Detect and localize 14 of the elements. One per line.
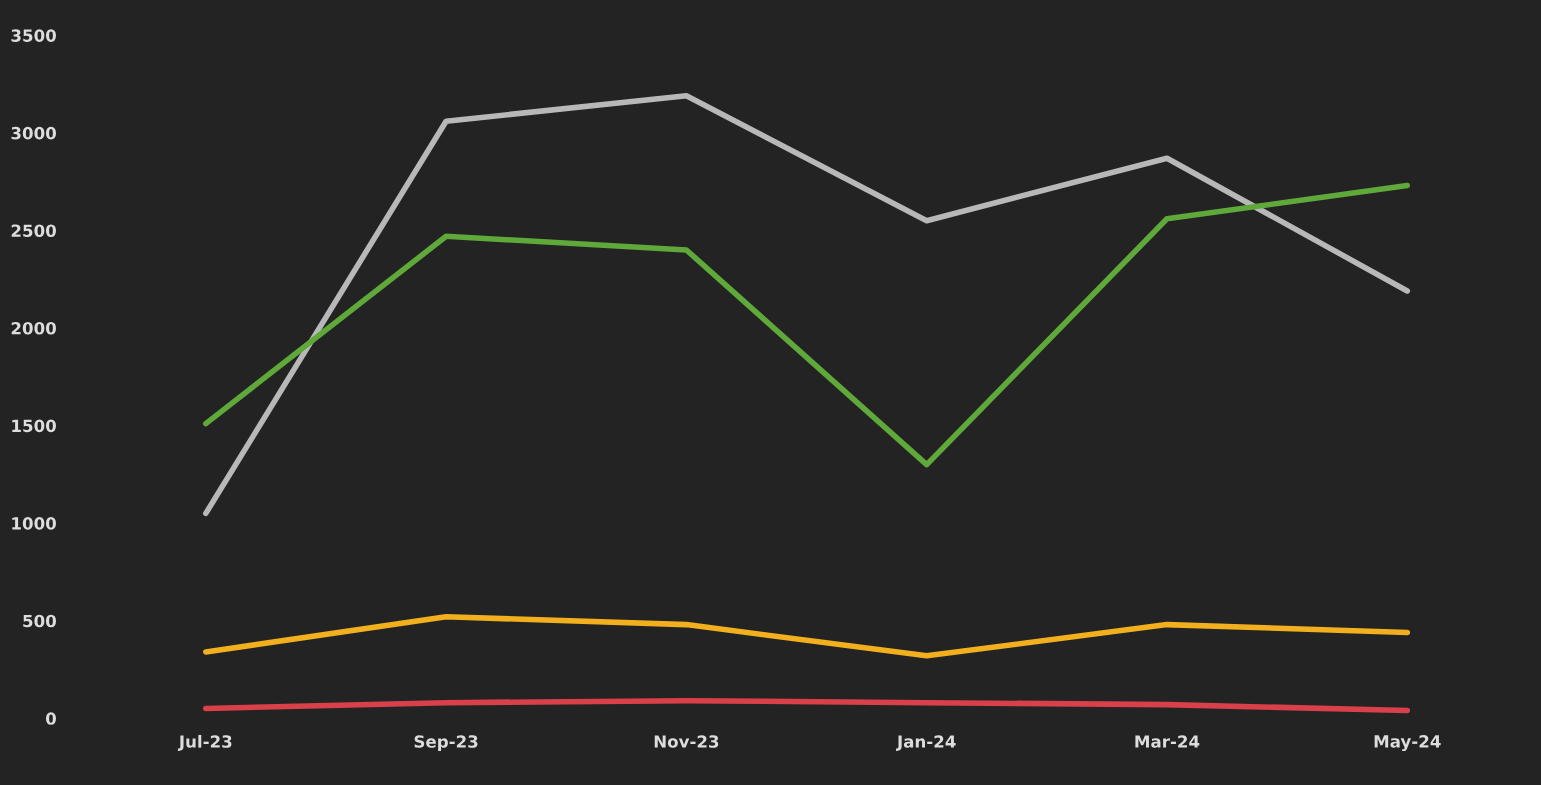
- x-tick-label: Jan-24: [896, 735, 956, 751]
- x-tick-label: Mar-24: [1135, 735, 1200, 748]
- y-tick-label: 0: [45, 712, 56, 725]
- y-tick-label: 500: [23, 614, 56, 628]
- x-tick-label: Jul-23: [177, 734, 232, 751]
- x-tick-label: Nov-23: [654, 735, 719, 748]
- y-tick-label: 1000: [12, 517, 56, 530]
- x-tick-label: Sep-23: [414, 735, 478, 752]
- y-tick-label: 1500: [12, 419, 56, 433]
- y-tick-label: 3000: [11, 126, 56, 140]
- x-tick-label: May-24: [1374, 735, 1441, 752]
- y-tick-label: 2000: [11, 321, 56, 335]
- y-tick-label: 2500: [11, 224, 56, 238]
- y-tick-label: 3500: [11, 29, 56, 42]
